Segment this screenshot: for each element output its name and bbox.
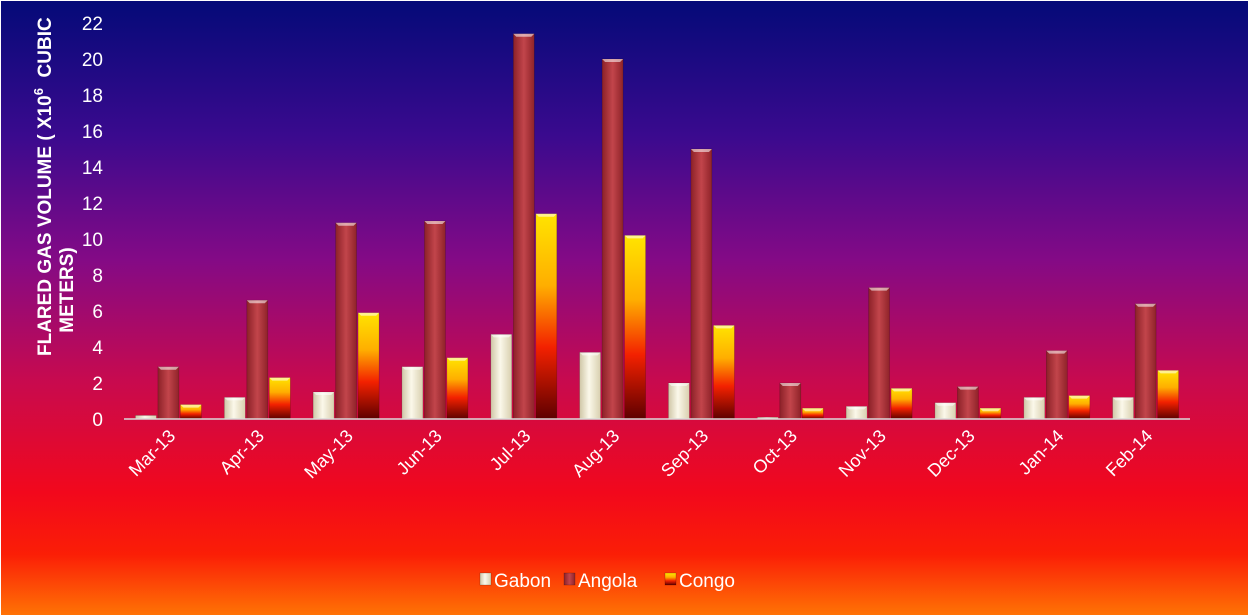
bar-angola-bevel bbox=[602, 59, 624, 62]
bar-congo bbox=[890, 388, 913, 420]
bar-congo bbox=[268, 377, 291, 420]
bar-angola-bevel bbox=[335, 222, 357, 226]
bar-gabon-bevel bbox=[579, 352, 601, 356]
bar-gabon bbox=[401, 366, 424, 420]
bar-gabon-bevel bbox=[668, 383, 690, 386]
bar-angola bbox=[779, 382, 802, 420]
bar-gabon bbox=[579, 352, 601, 420]
bar-congo-bevel bbox=[446, 357, 468, 361]
y-tick-label: 20 bbox=[82, 50, 103, 71]
bar-congo-bevel bbox=[713, 325, 735, 329]
bar-congo-bevel bbox=[1157, 370, 1179, 374]
bar-angola bbox=[512, 33, 535, 420]
y-tick-label: 22 bbox=[82, 14, 103, 35]
bar-angola-bevel bbox=[779, 383, 801, 386]
y-tick-label: 10 bbox=[82, 230, 103, 251]
bar-gabon-bevel bbox=[490, 334, 512, 338]
bar-congo-bevel bbox=[269, 377, 291, 381]
bar-gabon-bevel bbox=[934, 402, 956, 406]
bar-congo bbox=[535, 213, 558, 420]
bar-congo-bevel bbox=[358, 312, 380, 316]
bar-gabon bbox=[1112, 397, 1134, 420]
legend-label-congo: Congo bbox=[679, 571, 735, 592]
bar-angola bbox=[1046, 350, 1068, 420]
y-axis-title-line2: METERS) bbox=[57, 247, 78, 333]
legend-swatch-congo bbox=[664, 572, 677, 586]
legend-swatch-angola bbox=[563, 572, 576, 586]
bar-angola-bevel bbox=[246, 300, 268, 304]
bar-angola bbox=[690, 148, 713, 420]
bar-gabon bbox=[224, 397, 246, 420]
bar-congo-bevel bbox=[1068, 395, 1090, 399]
bar-angola-bevel bbox=[424, 221, 446, 224]
bar-gabon-bevel bbox=[224, 397, 246, 401]
bar-congo bbox=[1068, 395, 1091, 420]
bar-gabon-bevel bbox=[846, 406, 868, 410]
y-tick-label: 4 bbox=[92, 338, 103, 359]
bar-angola bbox=[246, 299, 269, 420]
bar-gabon bbox=[490, 334, 513, 420]
bar-angola-bevel bbox=[157, 366, 179, 370]
bar-gabon-bevel bbox=[313, 392, 335, 395]
y-tick-label: 14 bbox=[82, 158, 104, 179]
y-axis-title-line1: FLARED GAS VOLUME ( X106 CUBIC bbox=[31, 17, 56, 356]
bar-angola-bevel bbox=[690, 149, 712, 152]
y-axis-ticks: 0 2 4 6 8 10 12 14 16 18 20 22 bbox=[82, 14, 104, 431]
bar-series bbox=[135, 33, 1179, 420]
legend-label-angola: Angola bbox=[578, 571, 638, 592]
bar-angola bbox=[868, 287, 890, 420]
bar-gabon-bevel bbox=[1023, 397, 1045, 401]
bar-angola bbox=[157, 366, 180, 420]
bar-congo bbox=[446, 357, 469, 420]
bar-angola bbox=[1134, 303, 1157, 420]
legend: Gabon Angola Congo bbox=[479, 571, 735, 592]
y-tick-label: 12 bbox=[82, 194, 103, 215]
bar-angola bbox=[957, 386, 979, 420]
bar-congo bbox=[1157, 370, 1179, 420]
bar-congo bbox=[357, 312, 380, 420]
bar-gabon-bevel bbox=[401, 366, 423, 370]
bar-angola-bevel bbox=[957, 386, 979, 390]
y-tick-label: 2 bbox=[92, 374, 103, 395]
bar-congo bbox=[624, 235, 646, 420]
bar-angola bbox=[601, 58, 624, 420]
y-tick-label: 18 bbox=[82, 86, 103, 107]
y-tick-label: 6 bbox=[92, 302, 103, 323]
bar-congo-bevel bbox=[979, 408, 1001, 412]
legend-label-gabon: Gabon bbox=[494, 571, 551, 592]
bar-angola-bevel bbox=[1046, 350, 1068, 354]
bar-congo-bevel bbox=[891, 388, 913, 392]
bar-congo-bevel bbox=[802, 408, 824, 412]
bar-angola bbox=[424, 220, 446, 420]
legend-swatch-gabon bbox=[479, 572, 492, 586]
bar-congo-bevel bbox=[624, 235, 646, 239]
bar-gabon bbox=[312, 391, 335, 420]
bar-angola-bevel bbox=[868, 287, 890, 291]
bar-congo-bevel bbox=[535, 213, 557, 217]
bar-angola-bevel bbox=[513, 33, 535, 37]
bar-gabon bbox=[668, 382, 690, 420]
bar-angola-bevel bbox=[1135, 303, 1157, 307]
bar-congo bbox=[713, 325, 735, 420]
y-tick-label: 16 bbox=[82, 122, 103, 143]
bar-congo-bevel bbox=[180, 404, 202, 408]
bar-gabon-bevel bbox=[1112, 397, 1134, 401]
bar-gabon bbox=[1023, 397, 1046, 420]
y-tick-label: 8 bbox=[92, 266, 103, 287]
bar-angola bbox=[335, 222, 357, 420]
y-tick-label: 0 bbox=[92, 410, 103, 431]
